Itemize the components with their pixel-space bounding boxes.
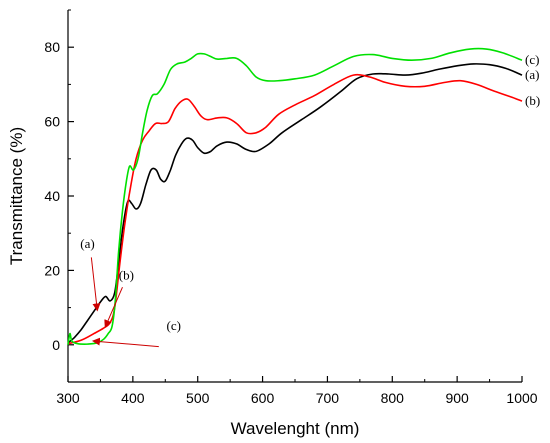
- y-tick-label: 60: [44, 114, 60, 130]
- x-tick-label: 400: [121, 390, 145, 406]
- x-tick-label: 900: [445, 390, 469, 406]
- x-tick-label: 600: [251, 390, 275, 406]
- x-tick-label: 700: [316, 390, 340, 406]
- y-axis-title: Transmittance (%): [7, 127, 26, 265]
- annotation-a-arrow: [90, 257, 101, 312]
- x-axis-title: Wavelenght (nm): [231, 419, 360, 438]
- series-a-label: (a): [525, 67, 539, 82]
- y-tick-label: 20: [44, 262, 60, 278]
- y-tick-label: 40: [44, 188, 60, 204]
- annotation-b-arrow: [104, 286, 123, 329]
- annotation-b-label: (b): [119, 268, 134, 283]
- y-ticks: 0 20 40 60 80: [44, 9, 74, 383]
- annotation-c-arrow: [91, 337, 159, 348]
- series-c-line: [67, 47, 523, 345]
- y-tick-label: 0: [52, 337, 60, 353]
- x-tick-label: 300: [56, 390, 80, 406]
- series-c-label: (c): [525, 52, 539, 67]
- annotation-c-label: (c): [166, 318, 180, 333]
- annotation-a-label: (a): [80, 236, 94, 251]
- series-a-line: [67, 63, 523, 344]
- x-tick-label: 800: [381, 390, 405, 406]
- x-tick-label: 1000: [506, 390, 537, 406]
- x-tick-label: 500: [186, 390, 210, 406]
- y-tick-label: 80: [44, 39, 60, 55]
- series-tags: (a) (b) (c): [525, 52, 540, 108]
- series-b-label: (b): [525, 93, 540, 108]
- annotations: (a) (b) (c): [80, 236, 181, 348]
- series-lines: [67, 47, 523, 345]
- x-ticks: 300 400 500 600 700 800 900 1000: [56, 376, 538, 406]
- series-b-line: [67, 73, 523, 345]
